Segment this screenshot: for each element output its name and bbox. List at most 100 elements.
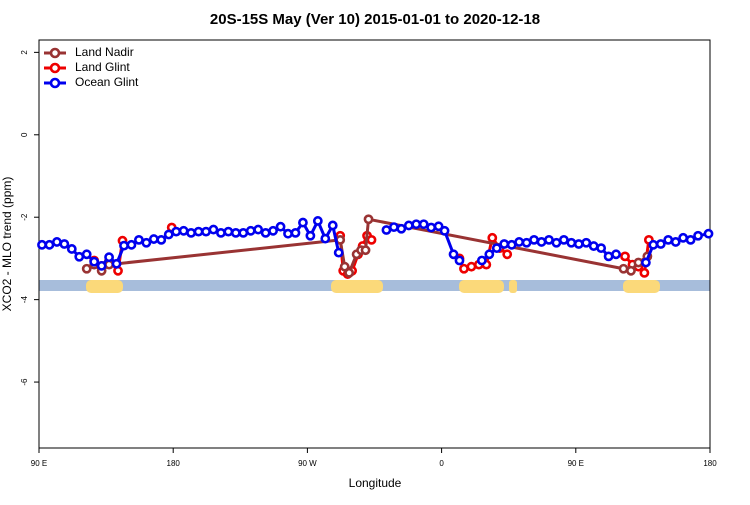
point bbox=[618, 263, 629, 274]
point bbox=[104, 252, 114, 263]
point bbox=[551, 237, 562, 248]
point bbox=[360, 245, 371, 256]
point bbox=[178, 225, 189, 236]
point bbox=[487, 232, 498, 243]
point bbox=[134, 234, 144, 245]
land-strip bbox=[623, 280, 660, 293]
point bbox=[633, 257, 644, 268]
point bbox=[529, 234, 539, 245]
x-tick-label: 180 bbox=[703, 459, 717, 468]
point bbox=[648, 239, 659, 250]
point bbox=[245, 225, 256, 236]
point bbox=[506, 239, 517, 250]
point bbox=[320, 233, 331, 244]
point bbox=[156, 234, 167, 245]
point bbox=[163, 229, 174, 240]
land-strip bbox=[459, 280, 504, 293]
point bbox=[588, 241, 599, 251]
legend-label: Land Nadir bbox=[75, 45, 134, 59]
point bbox=[96, 260, 107, 271]
point bbox=[581, 237, 592, 248]
point bbox=[454, 255, 465, 266]
point bbox=[499, 239, 510, 249]
point bbox=[439, 225, 450, 236]
point bbox=[126, 239, 137, 250]
point bbox=[418, 219, 429, 230]
point bbox=[693, 230, 703, 241]
point bbox=[663, 234, 674, 245]
point bbox=[283, 228, 293, 239]
point bbox=[74, 251, 85, 262]
point bbox=[253, 224, 264, 235]
x-axis-label: Longitude bbox=[349, 476, 402, 490]
point bbox=[491, 243, 502, 254]
point bbox=[51, 237, 62, 247]
point bbox=[381, 225, 392, 235]
point bbox=[339, 261, 350, 272]
point bbox=[193, 226, 204, 237]
point bbox=[603, 251, 614, 262]
point bbox=[448, 249, 459, 260]
point bbox=[514, 237, 525, 247]
x-tick-label: 0 bbox=[439, 459, 444, 468]
point bbox=[268, 225, 279, 236]
point bbox=[275, 221, 286, 232]
point bbox=[502, 249, 513, 260]
point bbox=[333, 247, 344, 258]
point bbox=[81, 249, 92, 260]
point bbox=[566, 237, 577, 248]
point bbox=[238, 227, 249, 238]
point bbox=[119, 240, 129, 251]
point bbox=[459, 263, 469, 274]
y-tick-label: 2 bbox=[20, 50, 29, 55]
x-tick-label: 90 E bbox=[31, 459, 47, 468]
y-axis-label: XCO2 - MLO trend (ppm) bbox=[0, 177, 14, 312]
point bbox=[59, 239, 70, 249]
point bbox=[44, 239, 55, 250]
legend-label: Ocean Glint bbox=[75, 75, 139, 89]
point bbox=[141, 237, 152, 248]
legend-marker bbox=[49, 47, 61, 59]
point bbox=[476, 255, 487, 266]
point bbox=[216, 227, 226, 238]
point bbox=[484, 249, 495, 260]
point bbox=[201, 226, 211, 237]
point bbox=[670, 237, 681, 247]
point bbox=[573, 239, 584, 249]
point bbox=[655, 239, 666, 249]
point bbox=[396, 223, 407, 234]
land-strip bbox=[86, 280, 123, 293]
point bbox=[298, 217, 308, 228]
point bbox=[596, 243, 607, 254]
point bbox=[230, 227, 241, 238]
point bbox=[536, 237, 547, 247]
point bbox=[620, 251, 630, 262]
point bbox=[81, 263, 92, 274]
point bbox=[703, 228, 714, 239]
point bbox=[403, 220, 414, 231]
point bbox=[685, 234, 696, 245]
legend-marker bbox=[49, 62, 61, 74]
point bbox=[426, 222, 437, 233]
point bbox=[327, 220, 338, 231]
point bbox=[208, 224, 219, 235]
land-strip bbox=[509, 280, 517, 293]
point bbox=[558, 234, 569, 245]
legend-marker bbox=[49, 77, 61, 89]
point bbox=[411, 219, 422, 230]
land-strip bbox=[331, 280, 383, 293]
y-tick-label: -2 bbox=[20, 213, 29, 221]
point bbox=[611, 249, 621, 260]
chart-title: 20S-15S May (Ver 10) 2015-01-01 to 2020-… bbox=[210, 11, 540, 28]
point bbox=[639, 267, 650, 278]
point bbox=[544, 234, 554, 245]
x-tick-label: 180 bbox=[167, 459, 181, 468]
point bbox=[111, 258, 122, 269]
point bbox=[466, 261, 477, 272]
point bbox=[388, 222, 399, 233]
point bbox=[433, 221, 444, 232]
y-tick-label: -6 bbox=[20, 378, 29, 386]
point bbox=[626, 265, 636, 276]
legend-label: Land Glint bbox=[75, 60, 130, 74]
point bbox=[290, 227, 301, 238]
